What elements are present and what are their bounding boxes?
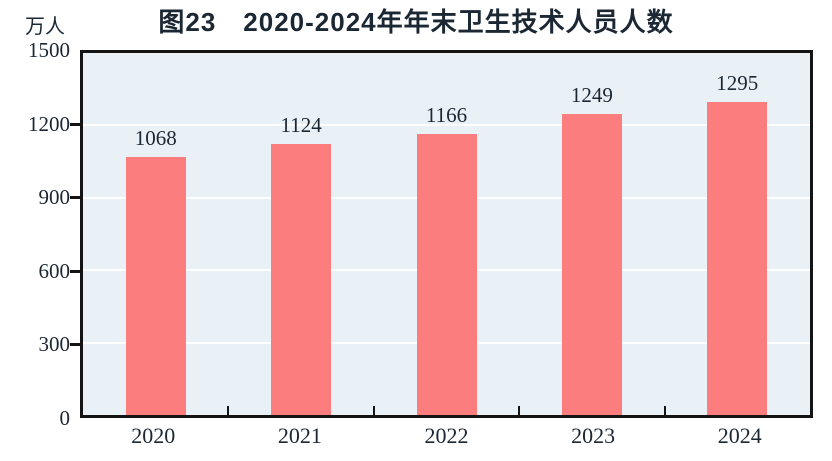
- bar-2021: [271, 143, 332, 415]
- bar-value-label-2020: 1068: [134, 126, 177, 151]
- x-axis-labels: 2020 2021 2022 2023 2024: [80, 424, 813, 450]
- bar-2023: [561, 113, 622, 415]
- x-axis-label-2022: 2022: [424, 423, 469, 448]
- x-axis-tick: [227, 406, 230, 415]
- y-axis-tick: [70, 269, 80, 273]
- plot-area: 1068 1124 1166 1249 1295: [80, 50, 813, 418]
- x-axis-tick: [518, 406, 521, 415]
- gridline-y1200: [83, 124, 810, 127]
- y-axis-label-1200: 1200: [28, 111, 70, 136]
- y-axis-tick: [70, 343, 80, 347]
- y-axis-unit-label: 万人: [25, 16, 65, 38]
- x-axis-label-2024: 2024: [717, 423, 762, 448]
- bar-2020: [125, 157, 186, 415]
- x-axis-tick: [663, 406, 666, 415]
- bar-value-label-2021: 1124: [280, 112, 322, 137]
- y-axis-label-600: 600: [38, 258, 71, 283]
- chart-title: 图23 2020-2024年年末卫生技术人员人数: [158, 7, 674, 37]
- y-axis-label-900: 900: [38, 185, 71, 210]
- bar-value-label-2023: 1249: [570, 82, 613, 107]
- y-axis-tick: [70, 122, 80, 126]
- bar-value-label-2022: 1166: [425, 102, 468, 127]
- y-axis-label-1500: 1500: [28, 38, 70, 62]
- x-axis-label-2023: 2023: [571, 423, 616, 448]
- x-axis-tick: [372, 406, 375, 415]
- bar-2024: [707, 102, 768, 415]
- y-axis-tick: [70, 196, 80, 200]
- x-axis-label-2021: 2021: [277, 423, 322, 448]
- y-axis-tick-labels: 0 300 600 900 1200 1500: [0, 39, 71, 429]
- y-axis-ticks: [70, 50, 80, 418]
- bar-value-label-2024: 1295: [716, 71, 759, 96]
- x-axis-label-2020: 2020: [131, 423, 176, 448]
- y-axis-label-0: 0: [59, 406, 71, 430]
- bar-2022: [416, 133, 477, 415]
- y-axis-label-300: 300: [38, 332, 71, 357]
